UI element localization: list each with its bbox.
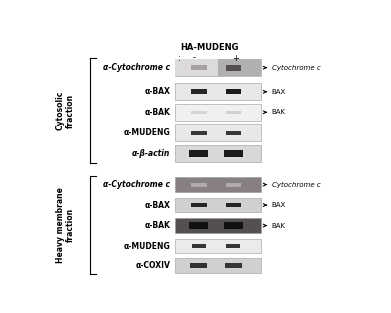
Text: Cytochrome c: Cytochrome c [272,64,320,71]
Bar [226,183,241,187]
Bar [226,131,241,135]
Text: α-Cytochrome c: α-Cytochrome c [103,63,170,72]
Bar [192,244,206,248]
Text: α-Cytochrome c: α-Cytochrome c [103,180,170,189]
Text: α-β-actin: α-β-actin [132,149,170,158]
Text: α-MUDENG: α-MUDENG [123,128,170,137]
Text: α-BAK: α-BAK [144,221,170,230]
Text: Cytosolic
fraction: Cytosolic fraction [56,91,75,130]
Bar [191,131,206,135]
Bar [191,183,206,187]
Bar [226,110,241,114]
Bar [218,59,261,76]
Bar [190,263,208,268]
Text: α-COXIV: α-COXIV [135,261,170,270]
Bar [225,263,242,268]
Bar [189,222,208,229]
Text: BAX: BAX [272,89,286,95]
Bar [175,124,261,141]
Bar [175,59,261,76]
Text: Heavy membrane
fraction: Heavy membrane fraction [56,187,75,263]
Bar [191,203,206,207]
Text: Cytochrome c: Cytochrome c [272,182,320,187]
Text: BAK: BAK [272,223,285,228]
Bar [175,104,261,121]
Text: α-BAX: α-BAX [144,201,170,210]
Bar [191,90,206,94]
Bar [224,222,243,229]
Bar [175,239,261,253]
Text: α-BAK: α-BAK [144,108,170,117]
Bar [226,65,241,71]
Text: HA-MUDENG: HA-MUDENG [180,43,239,52]
Bar [175,218,261,233]
Bar [175,258,261,273]
Bar [175,59,218,76]
Text: α-MUDENG: α-MUDENG [123,242,170,250]
Bar [175,145,261,162]
Text: :: : [178,54,181,63]
Bar [226,244,240,248]
Bar [224,150,243,157]
Bar [226,90,241,94]
Text: +: + [232,54,239,63]
Bar [226,203,241,207]
Text: BAK: BAK [272,109,285,115]
Bar [175,83,261,100]
Bar [191,110,206,114]
Bar [175,198,261,212]
Bar [175,177,261,192]
Text: BAX: BAX [272,202,286,208]
Bar [191,65,206,70]
Text: -: - [193,54,196,63]
Text: α-BAX: α-BAX [144,87,170,96]
Bar [189,150,208,157]
